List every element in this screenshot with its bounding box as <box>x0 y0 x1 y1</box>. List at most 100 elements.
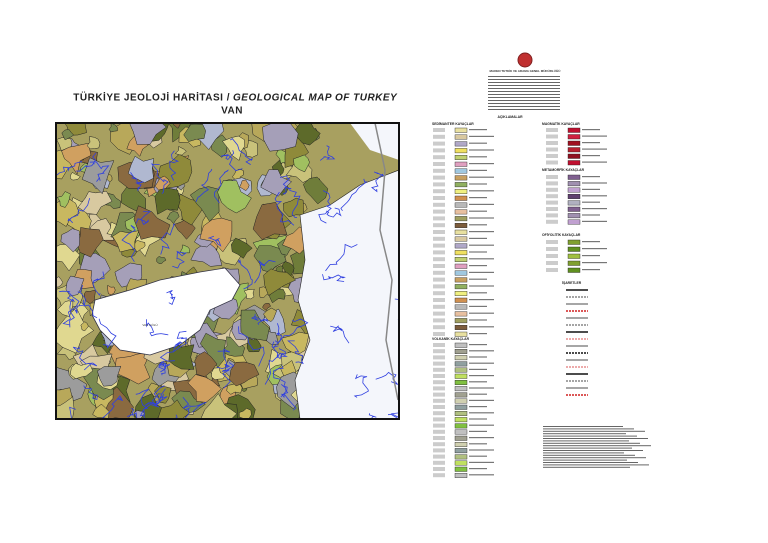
legend-text <box>469 258 494 260</box>
river <box>98 318 117 349</box>
legend-text <box>469 210 487 212</box>
river <box>280 383 297 411</box>
river <box>238 258 253 290</box>
river <box>184 407 191 419</box>
legend-swatch <box>454 311 468 317</box>
legend-swatch <box>454 355 468 361</box>
legend-swatch <box>433 411 445 416</box>
legend-section: OFİYOLİTİK KAYAÇLAR <box>542 233 581 237</box>
legend-text <box>469 169 487 171</box>
legend-swatch <box>546 200 558 205</box>
legend-text <box>469 292 487 294</box>
legend-swatch <box>454 195 468 201</box>
river <box>166 290 176 305</box>
legend-swatch <box>454 291 468 296</box>
legend-swatch <box>546 187 558 192</box>
legend-text <box>469 203 494 205</box>
legend-section: METAMORFİK KAYAÇLAR <box>542 168 585 172</box>
geologic-unit <box>199 217 233 253</box>
river <box>368 413 377 419</box>
legend-swatch <box>433 374 445 378</box>
legend-swatch <box>454 373 468 379</box>
legend-text <box>469 305 487 307</box>
geologic-unit <box>229 361 260 387</box>
legend-text <box>469 231 494 233</box>
geologic-unit <box>252 202 288 240</box>
legend-swatch <box>567 134 581 140</box>
river <box>326 207 342 218</box>
legend-swatch <box>454 361 468 367</box>
river <box>121 224 136 263</box>
legend-swatch <box>454 454 468 460</box>
geologic-unit <box>80 321 89 332</box>
logo <box>517 52 533 68</box>
legend-swatch <box>433 467 445 471</box>
river <box>195 168 213 202</box>
legend-swatch <box>433 257 445 262</box>
legend-text <box>469 418 487 420</box>
legend-swatch <box>454 442 468 447</box>
legend-text <box>582 188 600 190</box>
legend-text <box>469 129 487 131</box>
geologic-unit <box>200 392 238 419</box>
notes-text <box>543 438 648 439</box>
legend-swatch <box>454 435 468 441</box>
legend-swatch <box>454 325 468 330</box>
legend-swatch <box>546 213 558 218</box>
river <box>150 163 169 194</box>
legend-text <box>469 197 487 199</box>
legend-swatch <box>454 134 468 140</box>
legend-text <box>582 241 600 243</box>
legend-text <box>582 142 600 144</box>
geologic-unit <box>174 145 187 156</box>
river <box>75 152 97 172</box>
legend-swatch <box>567 206 581 212</box>
geologic-unit <box>183 123 206 142</box>
legend-swatch <box>546 134 558 139</box>
geologic-unit <box>187 374 222 403</box>
legend-swatch <box>454 380 468 385</box>
legend-swatch <box>433 168 445 173</box>
legend-text <box>469 149 494 151</box>
legend-swatch <box>433 460 445 465</box>
legend-swatch <box>433 236 445 241</box>
legend-swatch <box>433 223 445 228</box>
legend-swatch <box>454 250 468 256</box>
legend-swatch <box>567 253 581 259</box>
legend-swatch <box>433 189 445 194</box>
legend-swatch <box>433 380 445 385</box>
legend-swatch <box>433 311 445 316</box>
geologic-unit <box>190 243 223 267</box>
legend-swatch <box>454 304 468 310</box>
legend-text <box>469 183 487 185</box>
legend-swatch <box>454 202 468 208</box>
river <box>353 374 369 398</box>
legend-swatch <box>433 355 445 360</box>
river <box>280 175 292 195</box>
geologic-unit <box>81 157 115 195</box>
notes-text <box>543 426 623 427</box>
header-text <box>488 109 560 110</box>
legend-text <box>469 449 494 451</box>
geologic-unit <box>221 135 245 161</box>
notes-text <box>543 435 637 437</box>
legend-swatch <box>546 261 558 265</box>
legend <box>433 76 651 478</box>
notes-text <box>543 459 627 461</box>
legend-swatch <box>454 222 468 228</box>
legend-text <box>469 163 494 165</box>
legend-swatch <box>567 147 581 153</box>
legend-swatch <box>454 297 468 303</box>
legend-swatch <box>567 153 581 159</box>
legend-section: MAGMATİK KAYAÇLAR <box>542 122 580 126</box>
legend-swatch <box>433 134 445 139</box>
geologic-unit <box>239 179 250 192</box>
legend-swatch <box>433 128 445 132</box>
legend-swatch <box>567 200 581 206</box>
legend-swatch <box>454 182 468 188</box>
legend-swatch <box>433 216 445 221</box>
legend-swatch <box>546 247 558 251</box>
river <box>144 385 165 408</box>
river <box>135 388 150 416</box>
